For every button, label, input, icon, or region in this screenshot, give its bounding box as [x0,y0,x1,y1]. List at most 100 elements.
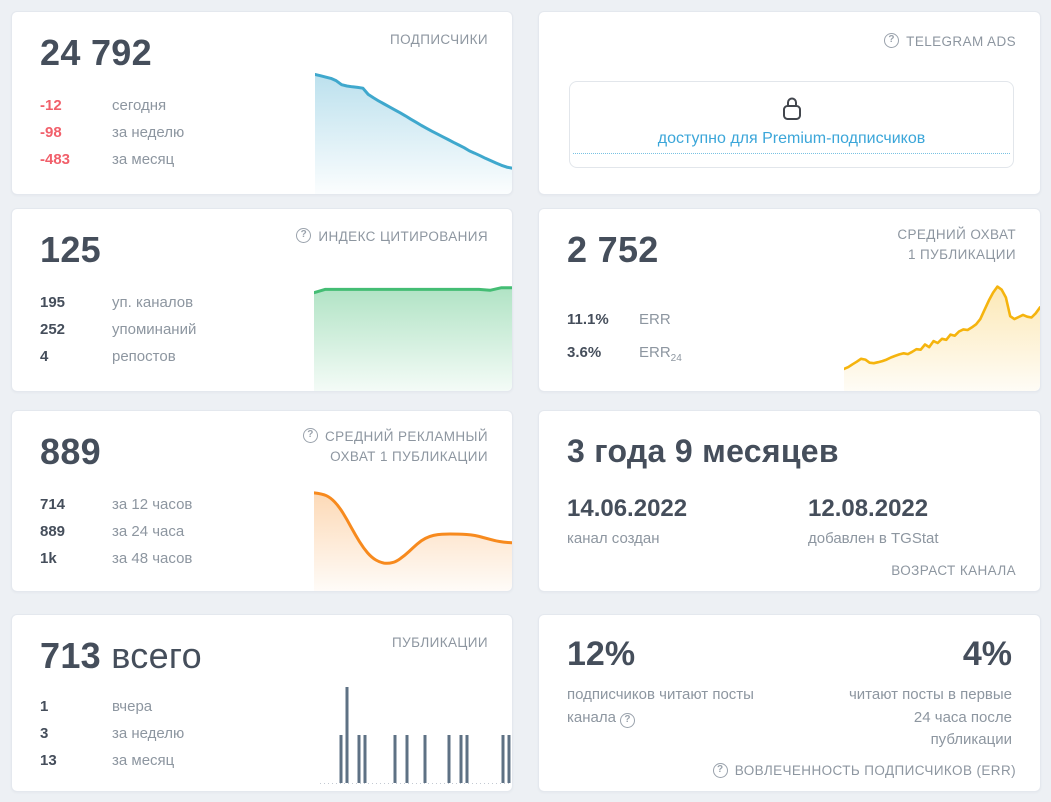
stat-value: 889 [40,523,66,540]
stat-value: 3.6% [567,344,602,361]
publications-count: 713 всего [40,635,202,676]
help-icon[interactable] [303,428,318,443]
stat-label: уп. каналов [112,294,194,311]
stat-label: сегодня [112,97,167,114]
avg-reach-title: СРЕДНИЙ ОХВАТ 1 ПУБЛИКАЦИИ [897,225,1016,266]
stat-label: за месяц [112,752,175,769]
card-channel-age: 3 года 9 месяцев 14.06.2022 канал создан… [538,410,1041,592]
stat-value: 11.1% [567,311,609,328]
citation-stats: 195 уп. каналов 252 упоминаний 4 репосто… [40,289,196,370]
card-citation-index: ИНДЕКС ЦИТИРОВАНИЯ 125 195 уп. каналов 2… [11,208,513,392]
engagement-total-block: 12% подписчиков читают посты канала [567,635,795,729]
premium-link[interactable]: доступно для Premium-подписчиков [573,130,1010,154]
channel-age-footer: ВОЗРАСТ КАНАЛА [891,563,1016,578]
card-subscribers: ПОДПИСЧИКИ 24 792 -12 сегодня -98 за нед… [11,11,513,195]
stat-row: 3 за неделю [40,720,184,747]
telegram-ads-title: TELEGRAM ADS [884,32,1016,52]
engagement-total-value: 12% [567,635,636,673]
citation-title: ИНДЕКС ЦИТИРОВАНИЯ [296,227,488,247]
stat-row: -98 за неделю [40,119,184,146]
stat-value: -12 [40,97,62,114]
publications-stats: 1 вчера 3 за неделю 13 за месяц [40,693,184,774]
stat-label: за 48 часов [112,550,193,567]
stat-label: за неделю [112,725,185,742]
channel-age-dates: 14.06.2022 канал создан 12.08.2022 добав… [567,495,1049,547]
card-average-ad-reach: СРЕДНИЙ РЕКЛАМНЫЙ ОХВАТ 1 ПУБЛИКАЦИИ 889… [11,410,513,592]
stat-row: 252 упоминаний [40,316,196,343]
subscribers-title-label: ПОДПИСЧИКИ [389,32,488,47]
card-telegram-ads: TELEGRAM ADS доступно для Premium-подпис… [538,11,1041,195]
stat-row: 889 за 24 часа [40,518,192,545]
stat-row: -483 за месяц [40,146,184,173]
telegram-ads-title-label: TELEGRAM ADS [906,34,1016,49]
channel-age-footer-label: ВОЗРАСТ КАНАЛА [891,563,1016,578]
subscribers-title: ПОДПИСЧИКИ [390,30,488,50]
stat-label: вчера [112,698,153,715]
stat-row: 13 за месяц [40,747,184,774]
publications-title: ПУБЛИКАЦИИ [392,633,488,653]
card-publications: ПУБЛИКАЦИИ 713 всего 1 вчера 3 за неделю… [11,614,513,792]
publications-title-label: ПУБЛИКАЦИИ [392,635,488,650]
stat-row: -12 сегодня [40,92,184,119]
engagement-24h-block: 4% читают посты в первые 24 часа после п… [834,635,1012,752]
engagement-24h-value: 4% [962,635,1012,673]
ad-reach-title-label: СРЕДНИЙ РЕКЛАМНЫЙ ОХВАТ 1 ПУБЛИКАЦИИ [325,429,488,465]
stat-label: за месяц [112,151,175,168]
help-icon[interactable] [296,228,312,243]
channel-added-label: добавлен в TGStat [808,530,939,547]
stat-label: ERR24 [639,344,682,364]
engagement-24h-text: читают посты в первые 24 часа после публ… [848,686,1012,748]
stat-label: ERR [639,311,671,328]
card-engagement: 12% подписчиков читают посты канала 4% ч… [538,614,1041,792]
stat-label: за 12 часов [112,496,193,513]
stat-row: 714 за 12 часов [40,491,192,518]
stat-label: репостов [112,348,176,365]
citation-sparkline-chart [314,284,512,391]
avg-reach-stats: 11.1% ERR 3.6% ERR24 [567,306,682,372]
ad-reach-sparkline-chart [314,487,512,591]
channel-created-date: 14.06.2022 [567,495,688,522]
subscribers-stats: -12 сегодня -98 за неделю -483 за месяц [40,92,184,173]
lock-icon [782,97,801,120]
ad-reach-title: СРЕДНИЙ РЕКЛАМНЫЙ ОХВАТ 1 ПУБЛИКАЦИИ [303,427,488,468]
stat-row: 195 уп. каналов [40,289,196,316]
stat-value: 3 [40,725,49,742]
stat-value: 13 [40,752,57,769]
channel-added-block: 12.08.2022 добавлен в TGStat [808,495,1049,547]
engagement-total-text: подписчиков читают посты канала [567,684,795,729]
stat-row: 1k за 48 часов [40,545,192,572]
citation-value: 125 [40,229,101,270]
stat-value: 1 [40,698,49,715]
card-average-reach: СРЕДНИЙ ОХВАТ 1 ПУБЛИКАЦИИ 2 752 11.1% E… [538,208,1041,392]
stat-value: 4 [40,348,49,365]
ad-reach-value: 889 [40,431,101,472]
stat-label: за неделю [112,124,185,141]
help-icon[interactable] [619,712,635,728]
ad-reach-stats: 714 за 12 часов 889 за 24 часа 1k за 48 … [40,491,192,572]
engagement-footer: ВОВЛЕЧЕННОСТЬ ПОДПИСЧИКОВ (ERR) [712,762,1016,778]
premium-locked-panel: доступно для Premium-подписчиков [569,81,1014,168]
avg-reach-title-label: СРЕДНИЙ ОХВАТ 1 ПУБЛИКАЦИИ [897,227,1016,263]
stat-value: 1k [40,550,57,567]
citation-title-label: ИНДЕКС ЦИТИРОВАНИЯ [318,229,488,244]
subscribers-count: 24 792 [40,32,152,73]
channel-added-date: 12.08.2022 [808,495,929,522]
avg-reach-sparkline-chart [844,281,1040,391]
channel-age-value: 3 года 9 месяцев [567,433,839,469]
engagement-footer-label: ВОВЛЕЧЕННОСТЬ ПОДПИСЧИКОВ (ERR) [734,762,1016,778]
help-icon[interactable] [884,33,900,48]
channel-created-label: канал создан [567,530,660,547]
stat-value: -98 [40,124,62,141]
channel-created-block: 14.06.2022 канал создан [567,495,808,547]
help-icon[interactable] [712,763,728,778]
publications-bar-chart [320,679,512,785]
stat-row: 1 вчера [40,693,184,720]
stat-row: 11.1% ERR [567,306,682,339]
stat-row: 4 репостов [40,343,196,370]
stat-value: 195 [40,294,66,311]
stat-value: 714 [40,496,66,513]
stat-label: за 24 часа [112,523,185,540]
stat-value: -483 [40,151,71,168]
stat-label: упоминаний [112,321,197,338]
